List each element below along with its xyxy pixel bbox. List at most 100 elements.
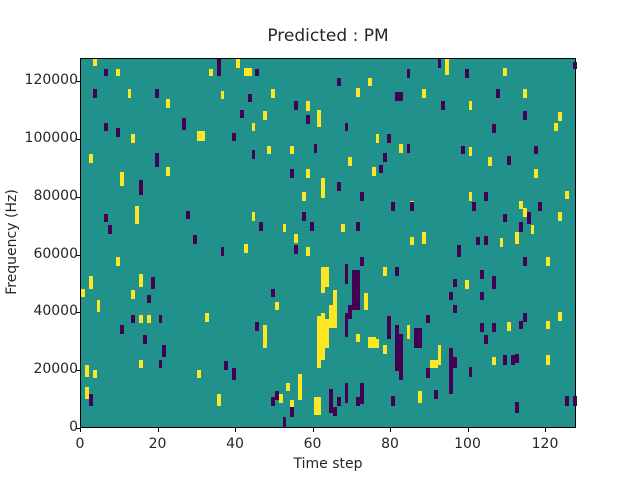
heatmap-cell-yellow [515, 232, 519, 244]
heatmap-cell-purple [88, 394, 93, 406]
heatmap-cell-purple [460, 145, 465, 155]
heatmap-cell-purple [193, 235, 198, 244]
heatmap-cell-purple [507, 155, 512, 165]
heatmap-cell-purple [425, 314, 430, 324]
y-tick-mark [76, 138, 80, 140]
heatmap-cell-yellow [546, 320, 550, 330]
heatmap-cell-purple [379, 164, 384, 174]
heatmap-cell-purple [309, 222, 314, 231]
heatmap-cell-yellow [84, 365, 89, 377]
heatmap-cell-purple [503, 213, 508, 223]
heatmap-cell-yellow [321, 177, 326, 198]
heatmap-cell-purple [220, 246, 225, 256]
heatmap-cell-yellow [263, 324, 267, 349]
heatmap-cell-purple [526, 212, 531, 224]
heatmap-cell-purple [313, 144, 318, 153]
heatmap-cell-yellow [201, 131, 205, 142]
heatmap-cell-yellow [487, 157, 492, 166]
heatmap-cell-yellow [499, 238, 504, 247]
heatmap-cell-purple [336, 397, 341, 406]
heatmap-cell-purple [290, 168, 295, 178]
heatmap-cell-yellow [530, 225, 535, 234]
heatmap-cell-purple [410, 202, 415, 211]
heatmap-cell-yellow [367, 77, 372, 87]
heatmap-cell-yellow [325, 267, 329, 288]
heatmap-cell-purple [154, 89, 159, 99]
heatmap-cell-yellow [301, 191, 306, 201]
y-tick-mark [76, 370, 80, 372]
heatmap-cell-purple [495, 89, 500, 99]
heatmap-cell-purple [158, 359, 163, 369]
x-tick-label: 100 [454, 436, 481, 452]
heatmap-cell-yellow [422, 232, 426, 244]
heatmap-cell-yellow [468, 100, 473, 110]
heatmap-cell-yellow [119, 171, 124, 187]
heatmap-cell-yellow [88, 275, 93, 289]
heatmap-cell-purple [503, 355, 508, 366]
heatmap-cell-yellow [135, 206, 140, 224]
heatmap-cell-yellow [325, 319, 329, 349]
heatmap-cell-purple [255, 322, 260, 331]
heatmap-cell-purple [119, 324, 124, 334]
heatmap-cell-purple [92, 89, 97, 99]
heatmap-cell-purple [491, 323, 496, 333]
heatmap-cell-purple [391, 395, 395, 406]
heatmap-cell-purple [104, 122, 109, 132]
heatmap-cell-purple [387, 134, 391, 143]
heatmap-cell-purple [255, 69, 260, 77]
heatmap-cell-purple [290, 407, 295, 418]
heatmap-cell-purple [239, 109, 244, 119]
heatmap-cell-yellow [84, 387, 89, 399]
heatmap-cell-purple [522, 257, 527, 266]
heatmap-cell-purple [329, 388, 333, 414]
heatmap-cell-purple [518, 320, 523, 330]
heatmap-cell-purple [394, 92, 399, 101]
heatmap-cell-yellow [305, 100, 310, 112]
heatmap-cell-purple [224, 361, 229, 370]
heatmap-cell-purple [181, 118, 186, 130]
heatmap-cell-yellow [367, 336, 372, 349]
heatmap-cell-purple [270, 288, 275, 298]
heatmap-cell-yellow [305, 168, 310, 178]
heatmap-cell-yellow [383, 267, 388, 276]
x-tick-label: 60 [303, 436, 322, 452]
heatmap-cell-purple [131, 314, 136, 324]
heatmap-cell-yellow [363, 301, 368, 311]
y-tick-mark [76, 196, 80, 198]
heatmap-cell-purple [515, 401, 519, 414]
heatmap-cell-yellow [553, 122, 558, 132]
x-tick-label: 20 [148, 436, 167, 452]
x-tick-mark [312, 428, 314, 432]
heatmap-cell-yellow [298, 374, 302, 401]
heatmap-cell-purple [449, 348, 453, 395]
heatmap-cell-purple [143, 335, 147, 344]
x-tick-mark [157, 428, 159, 432]
heatmap-cell-purple [518, 222, 523, 233]
heatmap-cell-purple [437, 59, 442, 68]
heatmap-cell-purple [344, 313, 349, 337]
heatmap-cell-yellow [410, 236, 415, 246]
heatmap-cell-purple [406, 144, 411, 153]
heatmap-cell-yellow [557, 112, 562, 122]
heatmap-cell-yellow [243, 67, 248, 77]
heatmap-cell-yellow [491, 356, 496, 366]
y-tick-label: 40000 [33, 303, 78, 320]
y-tick-mark [76, 428, 80, 429]
heatmap-cell-yellow [251, 212, 256, 221]
heatmap-cell-purple [115, 128, 120, 138]
heatmap-cell-yellow [437, 345, 442, 366]
heatmap-cell-purple [425, 368, 430, 379]
heatmap-cell-yellow [371, 167, 376, 177]
heatmap-cell-yellow [363, 293, 368, 302]
heatmap-cell-purple [332, 407, 337, 416]
heatmap-cell-purple [394, 267, 399, 276]
heatmap-cell-yellow [294, 233, 298, 243]
heatmap-cell-yellow [321, 313, 326, 360]
heatmap-cell-yellow [340, 223, 345, 233]
heatmap-cell-yellow [546, 355, 550, 366]
heatmap-cell-yellow [96, 300, 101, 312]
heatmap-cell-purple [484, 235, 488, 245]
heatmap-cell-purple [391, 202, 395, 211]
heatmap-cell-purple [336, 181, 341, 191]
